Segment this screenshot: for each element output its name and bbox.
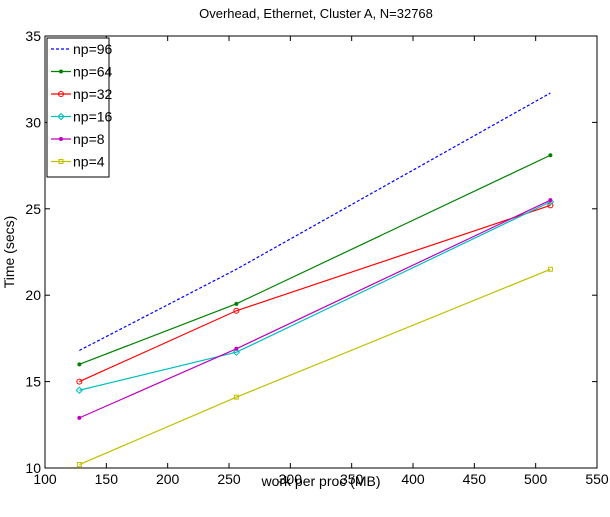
x-tick-label: 250 [217, 471, 241, 487]
data-point [77, 362, 82, 367]
legend-marker [59, 69, 63, 74]
chart-title: Overhead, Ethernet, Cluster A, N=32768 [199, 6, 433, 21]
data-point [232, 348, 241, 356]
x-tick-label: 200 [156, 471, 180, 487]
data-point [234, 301, 239, 306]
series-np-96 [79, 92, 551, 352]
legend-item: np=16 [51, 109, 113, 125]
x-tick-label: 150 [95, 471, 119, 487]
legend-item: np=8 [51, 131, 105, 147]
data-point [233, 394, 239, 400]
series-np-64 [77, 153, 553, 367]
y-tick-label: 15 [25, 374, 41, 390]
legend-marker [58, 159, 64, 164]
series-line [79, 268, 551, 466]
legend-box [46, 37, 110, 178]
legend-item: np=64 [51, 64, 113, 80]
x-tick-label: 450 [463, 471, 487, 487]
legend-label: np=96 [73, 41, 113, 57]
legend-label: np=64 [73, 64, 113, 80]
x-tick-label: 300 [279, 471, 303, 487]
data-point [548, 198, 553, 203]
legend-marker [57, 112, 65, 121]
legend-label: np=32 [73, 86, 113, 102]
legend-item: np=96 [51, 41, 113, 57]
data-point [77, 415, 82, 420]
data-point [547, 266, 553, 272]
x-axis-ticks: 100 150 200 250 300 350 400 450 500 550 [33, 36, 609, 487]
series-np-32 [76, 202, 554, 385]
data-point [547, 202, 554, 209]
y-axis-ticks: 10 15 20 25 30 35 [25, 28, 597, 476]
legend: np=96 np=64 np=32 np=16 np=8 np=4 [46, 37, 113, 178]
legend-label: np=16 [73, 109, 113, 125]
series-line [79, 154, 551, 365]
legend-item: np=32 [51, 86, 113, 102]
series-line [79, 201, 551, 391]
x-tick-label: 350 [340, 471, 364, 487]
plot-frame [44, 35, 598, 469]
series-line [79, 92, 551, 352]
series-np-4 [76, 266, 553, 468]
y-tick-label: 20 [25, 287, 41, 303]
x-tick-label: 100 [33, 471, 57, 487]
series-line [79, 199, 551, 419]
y-tick-label: 10 [25, 460, 41, 476]
legend-item: np=4 [51, 154, 105, 170]
plot-area-border [44, 35, 598, 469]
y-axis-label: Time (secs) [1, 216, 17, 289]
series-layer [75, 92, 555, 468]
legend-marker [59, 137, 63, 141]
y-tick-label: 25 [25, 201, 41, 217]
y-tick-label: 30 [25, 114, 41, 130]
data-point [76, 462, 82, 468]
data-point [548, 153, 553, 158]
data-point [75, 386, 84, 394]
legend-label: np=4 [73, 154, 105, 170]
y-tick-label: 35 [25, 28, 41, 44]
series-np-8 [77, 198, 553, 420]
x-tick-label: 400 [401, 471, 425, 487]
x-tick-label: 500 [524, 471, 548, 487]
x-tick-label: 550 [585, 471, 609, 487]
series-line [79, 204, 551, 383]
legend-label: np=8 [73, 131, 105, 147]
data-point [76, 378, 83, 385]
x-axis-label: work per proc (MB) [260, 473, 380, 489]
data-point [233, 307, 240, 314]
legend-marker [58, 91, 64, 97]
data-point [234, 346, 239, 351]
